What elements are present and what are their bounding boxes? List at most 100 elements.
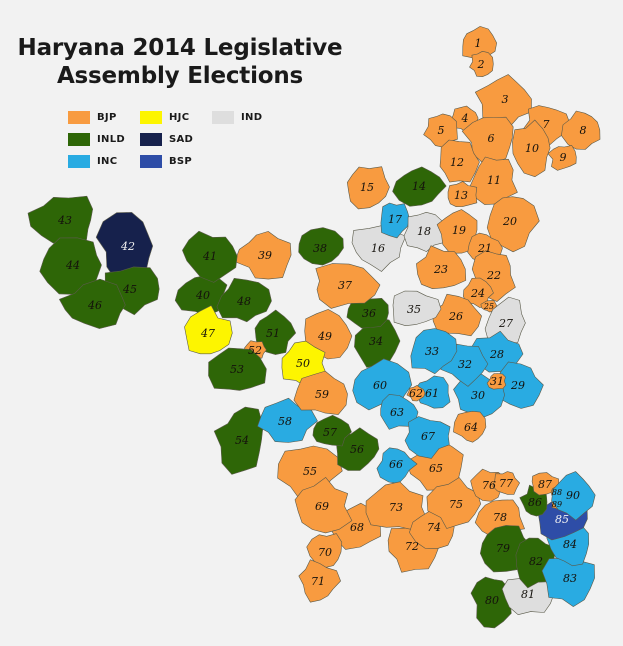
constituency-23[interactable] xyxy=(416,245,467,289)
constituency-label-75: 75 xyxy=(449,498,463,511)
constituency-label-78: 78 xyxy=(493,511,507,524)
constituency-label-36: 36 xyxy=(362,307,376,320)
legend-item-ind[interactable]: IND xyxy=(212,106,284,128)
legend-label-hjc: HJC xyxy=(169,111,190,123)
constituency-35[interactable] xyxy=(392,290,442,326)
legend-item-bjp[interactable]: BJP xyxy=(68,106,140,128)
constituency-label-34: 34 xyxy=(369,335,383,348)
constituency-9[interactable] xyxy=(547,145,577,171)
constituency-label-39: 39 xyxy=(258,249,272,262)
constituency-48[interactable] xyxy=(216,278,272,323)
constituency-label-50: 50 xyxy=(296,357,310,370)
constituency-3[interactable] xyxy=(475,74,532,129)
constituency-63[interactable] xyxy=(380,394,419,430)
constituency-33[interactable] xyxy=(410,328,458,374)
constituency-46[interactable] xyxy=(59,278,126,329)
constituency-90[interactable] xyxy=(551,471,596,521)
constituency-77[interactable] xyxy=(492,471,520,495)
legend-item-inld[interactable]: INLD xyxy=(68,128,140,150)
constituency-12[interactable] xyxy=(439,139,480,183)
constituency-label-77: 77 xyxy=(499,477,513,490)
constituency-label-59: 59 xyxy=(315,388,329,401)
legend-swatch-inld xyxy=(68,132,90,146)
map-legend: BJP INLD INC HJC SAD BSP IND xyxy=(68,106,298,172)
constituency-71[interactable] xyxy=(298,559,341,603)
constituency-label-57: 57 xyxy=(323,426,337,439)
legend-swatch-hjc xyxy=(140,110,162,124)
constituency-label-9: 9 xyxy=(560,151,567,164)
constituency-label-64: 64 xyxy=(464,421,478,434)
constituency-label-23: 23 xyxy=(433,263,448,276)
legend-label-bjp: BJP xyxy=(97,111,117,123)
constituency-label-72: 72 xyxy=(405,540,419,553)
legend-swatch-sad xyxy=(140,132,162,146)
constituency-label-88: 88 xyxy=(552,488,562,497)
constituency-20[interactable] xyxy=(486,196,540,253)
constituency-56[interactable] xyxy=(336,427,380,471)
constituency-label-11: 11 xyxy=(487,174,501,187)
constituency-64[interactable] xyxy=(453,411,487,443)
constituency-label-76: 76 xyxy=(482,479,496,492)
constituency-label-4: 4 xyxy=(461,112,469,125)
constituency-label-2: 2 xyxy=(477,58,485,71)
constituency-54[interactable] xyxy=(213,406,264,475)
constituency-label-6: 6 xyxy=(488,132,495,145)
constituency-label-73: 73 xyxy=(389,501,403,514)
constituency-59[interactable] xyxy=(293,370,348,415)
constituency-41[interactable] xyxy=(182,230,238,283)
constituency-label-35: 35 xyxy=(407,303,421,316)
constituency-label-25: 25 xyxy=(483,302,494,311)
constituency-31[interactable] xyxy=(486,373,507,390)
constituency-75[interactable] xyxy=(426,477,481,529)
constituency-49[interactable] xyxy=(304,309,353,360)
constituency-label-89: 89 xyxy=(552,500,562,509)
constituency-15[interactable] xyxy=(347,166,390,210)
constituency-label-62: 62 xyxy=(409,387,423,400)
legend-swatch-bsp xyxy=(140,154,162,168)
constituency-label-47: 47 xyxy=(200,327,215,340)
constituency-51[interactable] xyxy=(254,309,296,355)
constituency-47[interactable] xyxy=(184,305,233,355)
constituency-37[interactable] xyxy=(315,263,381,309)
constituency-27[interactable] xyxy=(484,296,526,346)
constituency-80[interactable] xyxy=(470,576,512,629)
constituency-label-79: 79 xyxy=(496,542,510,555)
legend-item-hjc[interactable]: HJC xyxy=(140,106,212,128)
constituency-label-26: 26 xyxy=(448,310,463,323)
constituency-label-10: 10 xyxy=(525,142,539,155)
constituency-10[interactable] xyxy=(512,119,551,177)
constituency-label-45: 45 xyxy=(122,283,137,296)
legend-item-bsp[interactable]: BSP xyxy=(140,150,212,172)
constituency-2[interactable] xyxy=(469,51,494,77)
constituency-label-15: 15 xyxy=(360,181,374,194)
constituency-14[interactable] xyxy=(392,166,447,207)
constituency-8[interactable] xyxy=(561,110,601,150)
constituency-57[interactable] xyxy=(312,415,352,447)
constituency-label-12: 12 xyxy=(450,156,464,169)
constituency-36[interactable] xyxy=(346,298,389,329)
constituency-label-43: 43 xyxy=(57,214,72,227)
constituency-label-52: 52 xyxy=(248,344,262,357)
constituency-17[interactable] xyxy=(380,202,410,239)
constituency-62[interactable] xyxy=(406,385,426,402)
constituency-label-81: 81 xyxy=(521,588,535,601)
constituency-53[interactable] xyxy=(208,347,267,391)
legend-item-sad[interactable]: SAD xyxy=(140,128,212,150)
constituency-label-69: 69 xyxy=(315,500,329,513)
constituency-13[interactable] xyxy=(447,181,478,207)
constituency-6[interactable] xyxy=(461,116,514,164)
constituency-label-56: 56 xyxy=(350,443,364,456)
constituency-66[interactable] xyxy=(376,447,418,484)
constituency-shapes[interactable] xyxy=(27,26,601,629)
constituency-67[interactable] xyxy=(404,416,451,459)
constituency-label-30: 30 xyxy=(471,389,485,402)
constituency-label-18: 18 xyxy=(417,225,431,238)
legend-label-inc: INC xyxy=(97,155,118,167)
constituency-69[interactable] xyxy=(294,477,353,534)
constituency-38[interactable] xyxy=(298,227,344,266)
constituency-label-29: 29 xyxy=(510,379,525,392)
legend-item-inc[interactable]: INC xyxy=(68,150,140,172)
